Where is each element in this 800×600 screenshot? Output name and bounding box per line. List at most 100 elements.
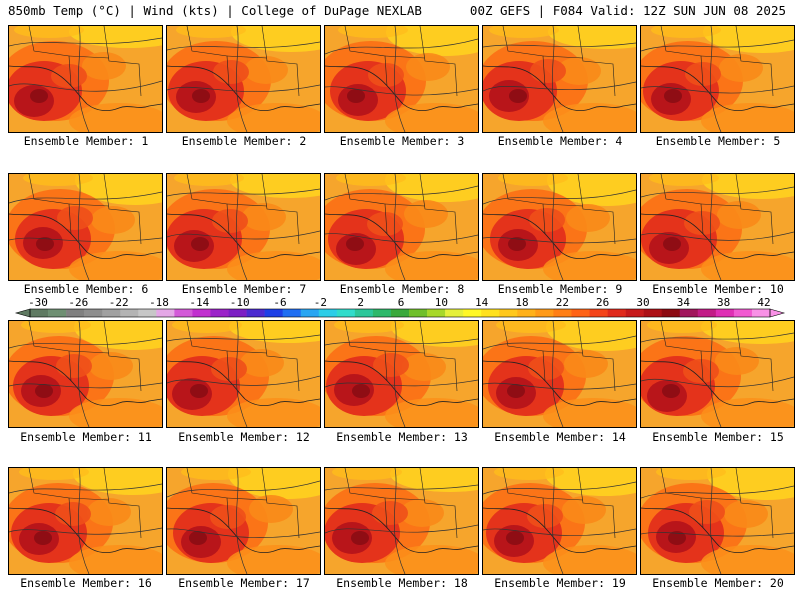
member-caption: Ensemble Member: 18 <box>336 576 468 590</box>
colorbar-swatch <box>102 309 121 317</box>
colorbar-swatch <box>372 309 392 317</box>
member-caption: Ensemble Member: 6 <box>23 282 149 296</box>
colorbar-swatch <box>354 309 374 317</box>
colorbar-tick-label: 2 <box>357 296 364 309</box>
colorbar-swatch <box>318 309 338 317</box>
member-caption: Ensemble Member: 20 <box>652 576 784 590</box>
member-caption: Ensemble Member: 17 <box>178 576 310 590</box>
colorbar-tick-label: 30 <box>636 296 650 309</box>
colorbar-tick-label: -30 <box>28 296 48 309</box>
colorbar-tick-label: 14 <box>475 296 489 309</box>
colorbar-swatch <box>66 309 85 317</box>
colorbar-swatch <box>733 309 753 317</box>
member-map-panel <box>166 320 321 428</box>
member-map-panel <box>640 173 795 281</box>
colorbar-swatch <box>463 309 482 317</box>
temperature-colorbar: -30 -26 -22 -18 -14 -10 -6 -2 2 6 10 14 18 22 26 30 34 38… <box>0 296 800 320</box>
member-map-panel <box>166 25 321 133</box>
member-map-panel <box>324 25 479 133</box>
member-caption: Ensemble Member: 3 <box>339 134 465 148</box>
colorbar-swatch <box>625 309 644 317</box>
colorbar-swatch <box>427 309 446 317</box>
member-caption: Ensemble Member: 10 <box>652 282 784 296</box>
member-caption: Ensemble Member: 1 <box>23 134 149 148</box>
colorbar-swatch <box>661 309 681 317</box>
colorbar-swatch <box>445 309 464 317</box>
member-caption: Ensemble Member: 16 <box>20 576 152 590</box>
colorbar-swatch <box>300 309 320 317</box>
colorbar-swatch <box>409 309 428 317</box>
colorbar-tick-label: -26 <box>68 296 89 309</box>
member-caption: Ensemble Member: 9 <box>497 282 623 296</box>
colorbar-tick-label: -6 <box>273 296 287 309</box>
colorbar-swatch <box>697 309 717 317</box>
colorbar-swatch <box>138 309 157 317</box>
member-caption: Ensemble Member: 5 <box>655 134 781 148</box>
colorbar-tick-label: -2 <box>313 296 327 309</box>
member-map-panel <box>8 467 163 575</box>
colorbar-swatch <box>517 309 536 317</box>
colorbar-swatch <box>228 309 247 317</box>
member-caption: Ensemble Member: 12 <box>178 430 310 444</box>
member-map-panel <box>8 173 163 281</box>
header-right-title: 00Z GEFS | F084 Valid: 12Z SUN JUN 08 20… <box>469 3 786 18</box>
colorbar-tick-label: -10 <box>229 296 250 309</box>
colorbar-swatch <box>607 309 626 317</box>
member-map-panel <box>324 467 479 575</box>
colorbar-swatch <box>499 309 518 317</box>
member-map-panel <box>166 173 321 281</box>
colorbar-swatch <box>246 309 265 317</box>
member-map-panel <box>324 173 479 281</box>
colorbar-swatch <box>751 309 771 317</box>
member-caption: Ensemble Member: 15 <box>652 430 784 444</box>
colorbar-swatch <box>174 309 193 317</box>
colorbar-swatch <box>571 309 590 317</box>
member-caption: Ensemble Member: 13 <box>336 430 468 444</box>
header-left-title: 850mb Temp (°C) | Wind (kts) | College o… <box>8 3 422 18</box>
colorbar-tick-label: 42 <box>757 296 771 309</box>
colorbar-tick-label: 34 <box>676 296 690 309</box>
member-map-panel <box>482 173 637 281</box>
colorbar-swatch <box>715 309 735 317</box>
member-map-panel <box>640 467 795 575</box>
colorbar-swatch <box>120 309 139 317</box>
colorbar-swatch <box>264 309 283 317</box>
member-caption: Ensemble Member: 7 <box>181 282 307 296</box>
colorbar-swatch <box>156 309 175 317</box>
colorbar-swatch <box>48 309 67 317</box>
member-map-panel <box>8 320 163 428</box>
colorbar-swatch <box>84 309 103 317</box>
member-caption: Ensemble Member: 8 <box>339 282 465 296</box>
member-caption: Ensemble Member: 14 <box>494 430 626 444</box>
colorbar-tick-label: 10 <box>434 296 448 309</box>
colorbar-tick-label: -22 <box>108 296 129 309</box>
member-map-panel <box>482 25 637 133</box>
member-map-panel <box>640 25 795 133</box>
member-caption: Ensemble Member: 11 <box>20 430 152 444</box>
member-map-panel <box>324 320 479 428</box>
colorbar-outline <box>29 308 771 318</box>
colorbar-right-arrow <box>769 308 786 318</box>
colorbar-tick-label: 6 <box>397 296 405 309</box>
colorbar-tick-label: 38 <box>717 296 731 309</box>
member-map-panel <box>8 25 163 133</box>
colorbar-swatch <box>589 309 608 317</box>
colorbar-swatch <box>192 309 211 317</box>
colorbar-tick-label: 22 <box>555 296 569 309</box>
colorbar-swatch <box>643 309 663 317</box>
member-caption: Ensemble Member: 2 <box>181 134 307 148</box>
colorbar-swatch <box>390 309 410 317</box>
colorbar-swatch <box>336 309 356 317</box>
member-map-panel <box>166 467 321 575</box>
member-map-panel <box>482 320 637 428</box>
member-map-panel <box>482 467 637 575</box>
colorbar-tick-label: -14 <box>189 296 210 309</box>
colorbar-swatch <box>553 309 572 317</box>
colorbar-swatch <box>210 309 229 317</box>
member-caption: Ensemble Member: 4 <box>497 134 623 148</box>
colorbar-tick-label: 26 <box>596 296 610 309</box>
colorbar-swatch <box>30 309 49 317</box>
member-caption: Ensemble Member: 19 <box>494 576 626 590</box>
member-map-panel <box>640 320 795 428</box>
colorbar-swatch <box>481 309 500 317</box>
